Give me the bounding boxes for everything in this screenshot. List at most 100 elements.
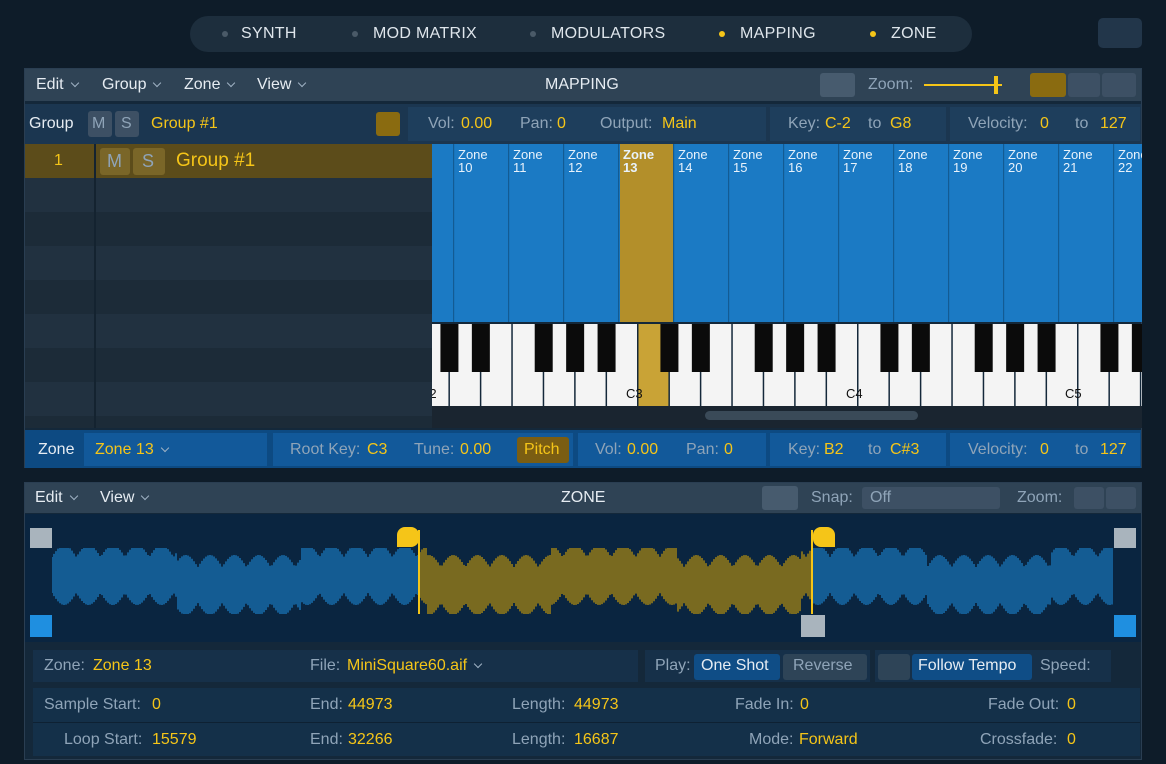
loop-end-marker[interactable]: [811, 530, 813, 614]
field-value[interactable]: Forward: [799, 731, 858, 748]
sample-start-handle[interactable]: [30, 615, 52, 637]
field-value[interactable]: 0: [724, 441, 733, 458]
field-value[interactable]: 127: [1100, 441, 1127, 458]
field-value[interactable]: 0: [1067, 731, 1076, 748]
menu-item[interactable]: View: [100, 489, 148, 507]
audition-button[interactable]: [820, 73, 855, 97]
zone[interactable]: [785, 144, 839, 322]
black-key[interactable]: [880, 324, 899, 372]
loop-delete-button[interactable]: [801, 615, 825, 637]
zone-label[interactable]: Zone 17: [843, 147, 873, 175]
black-key[interactable]: [566, 324, 585, 372]
menu-item[interactable]: Edit: [36, 76, 78, 94]
follow-tempo-label[interactable]: Follow Tempo: [918, 657, 1017, 674]
reverse-button[interactable]: [783, 654, 867, 680]
fade-out-handle[interactable]: [1114, 528, 1136, 548]
snap-dropdown[interactable]: [862, 487, 1000, 509]
settings-button[interactable]: [1098, 18, 1142, 48]
zone[interactable]: [675, 144, 729, 322]
mute-label[interactable]: M: [107, 151, 122, 171]
zone[interactable]: [950, 144, 1004, 322]
black-key[interactable]: [1006, 324, 1025, 372]
mute-button[interactable]: [88, 111, 112, 137]
field-value[interactable]: 15579: [152, 731, 197, 748]
field-value[interactable]: 0: [557, 115, 566, 132]
menu-item[interactable]: Group: [102, 76, 160, 94]
tempo-icon-button[interactable]: [878, 654, 910, 680]
solo-button[interactable]: [133, 148, 165, 175]
field-value[interactable]: 44973: [348, 696, 393, 713]
field-value[interactable]: 0.00: [461, 115, 493, 132]
zone-label[interactable]: Zone 20: [1008, 147, 1038, 175]
tab-label[interactable]: ZONE: [891, 25, 937, 42]
zone-label[interactable]: Zone 9: [432, 148, 443, 174]
zone[interactable]: [1060, 144, 1114, 322]
solo-label[interactable]: S: [142, 151, 155, 171]
field-value[interactable]: 0: [1040, 441, 1049, 458]
pitch-button[interactable]: [517, 437, 569, 463]
zone-label[interactable]: Zone 12: [568, 147, 598, 175]
loop-start-handle[interactable]: [397, 527, 419, 547]
zone-label[interactable]: Zone 19: [953, 147, 983, 175]
group-name[interactable]: Group #1: [176, 150, 256, 171]
zone[interactable]: [620, 144, 674, 322]
black-key[interactable]: [911, 324, 930, 372]
zone[interactable]: [565, 144, 619, 322]
tab-label[interactable]: MODULATORS: [551, 25, 666, 42]
zone[interactable]: [895, 144, 949, 322]
zone-label[interactable]: Zone 10: [458, 147, 488, 175]
tab-label[interactable]: SYNTH: [241, 25, 297, 42]
mute-button[interactable]: [100, 148, 130, 175]
group-name[interactable]: Group #1: [151, 115, 218, 132]
field-value[interactable]: 0.00: [627, 441, 659, 458]
field-value[interactable]: 16687: [574, 731, 619, 748]
zone[interactable]: [1115, 144, 1142, 322]
field-value[interactable]: Main: [662, 115, 697, 132]
group-row-selected[interactable]: [25, 144, 432, 178]
snap-value[interactable]: Off: [870, 489, 892, 506]
zone-label[interactable]: Zone 13: [623, 147, 655, 175]
field-value[interactable]: 0.00: [460, 441, 492, 458]
zone-value[interactable]: Zone 13: [93, 657, 152, 674]
zone-label[interactable]: Zone 22: [1118, 147, 1142, 175]
black-key[interactable]: [1100, 324, 1119, 372]
zoom-vertical-button[interactable]: [1074, 487, 1104, 509]
menu-item[interactable]: Zone: [184, 76, 234, 94]
black-key[interactable]: [786, 324, 805, 372]
black-key[interactable]: [754, 324, 773, 372]
zone-label[interactable]: Zone 18: [898, 147, 928, 175]
zone-label[interactable]: Zone 11: [513, 147, 543, 175]
view-keyboard-button[interactable]: [1030, 73, 1066, 97]
field-value[interactable]: 0: [152, 696, 161, 713]
zone-label[interactable]: Zone 15: [733, 147, 763, 175]
black-key[interactable]: [440, 324, 459, 372]
field-value[interactable]: B2: [824, 441, 844, 458]
zone[interactable]: [1005, 144, 1059, 322]
zone-name[interactable]: Zone 13: [95, 441, 168, 459]
zone[interactable]: [432, 144, 454, 322]
field-value[interactable]: 127: [1100, 115, 1127, 132]
reverse-label[interactable]: Reverse: [793, 657, 853, 674]
one-shot-button[interactable]: [694, 654, 780, 680]
black-key[interactable]: [1037, 324, 1056, 372]
field-value[interactable]: G8: [890, 115, 912, 132]
view-zone-button[interactable]: [1102, 73, 1136, 97]
scroll-thumb[interactable]: [705, 411, 918, 420]
mute-label[interactable]: M: [92, 115, 106, 132]
field-value[interactable]: C#3: [890, 441, 920, 458]
black-key[interactable]: [974, 324, 993, 372]
black-key[interactable]: [471, 324, 490, 372]
group-list-button[interactable]: [376, 112, 400, 136]
field-value[interactable]: C3: [367, 441, 388, 458]
black-key[interactable]: [817, 324, 836, 372]
black-key[interactable]: [691, 324, 710, 372]
follow-tempo-button[interactable]: [912, 654, 1032, 680]
zone[interactable]: [510, 144, 564, 322]
view-group-button[interactable]: [1068, 73, 1100, 97]
tab-label[interactable]: MAPPING: [740, 25, 816, 42]
field-value[interactable]: 32266: [348, 731, 393, 748]
black-key[interactable]: [534, 324, 553, 372]
zoom-knob[interactable]: [994, 76, 998, 94]
black-key[interactable]: [660, 324, 679, 372]
tab-label[interactable]: MOD MATRIX: [373, 25, 478, 42]
